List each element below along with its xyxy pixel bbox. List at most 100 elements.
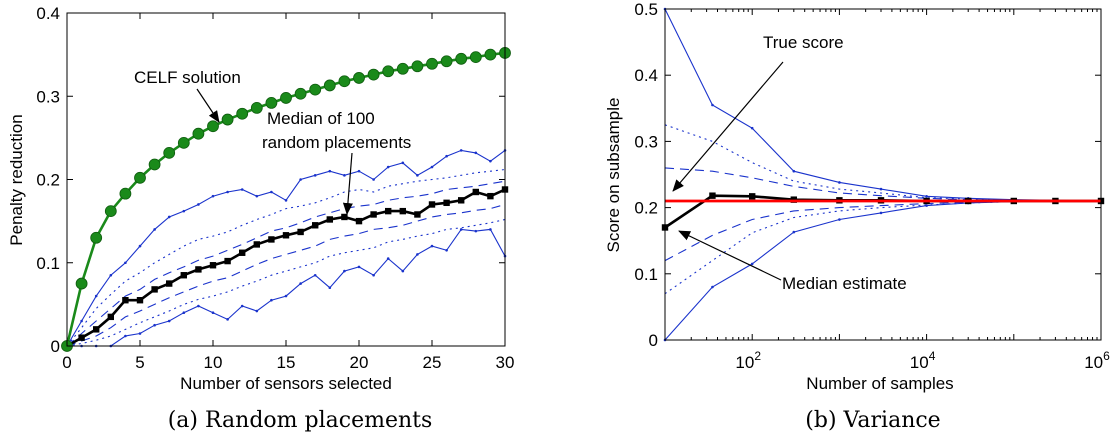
chart-a-series-7-point-12 xyxy=(240,304,244,308)
chart-a-series-1-point-16 xyxy=(297,228,304,236)
chart-a-series-2-point-1 xyxy=(80,319,83,323)
chart-a-series-2-point-5 xyxy=(138,244,142,248)
chart-a-series-1-point-3 xyxy=(107,313,114,321)
chart-b-xtick-label: 102 xyxy=(735,349,761,372)
chart-a-series-1-point-20 xyxy=(355,217,363,225)
chart-b-xtick-exponent: 2 xyxy=(754,349,761,363)
annotation-median-arrow xyxy=(342,152,353,215)
chart-a-series-5 xyxy=(66,203,506,347)
chart-a-series-1-point-24 xyxy=(414,211,421,218)
chart-b-series-3 xyxy=(664,124,1101,202)
chart-a-series-7-point-5 xyxy=(138,332,142,335)
chart-b-caption: (b) Variance xyxy=(805,408,940,433)
chart-b-xtick-base: 10 xyxy=(1084,353,1103,372)
chart-b-series-2 xyxy=(664,8,1102,202)
chart-a-series-1-point-12 xyxy=(239,249,246,256)
chart-b-xtick-base: 10 xyxy=(910,353,929,372)
chart-a-series-2-point-27 xyxy=(459,149,463,152)
chart-a-series-2-point-20 xyxy=(357,169,361,173)
chart-a-series-2-point-22 xyxy=(386,165,390,169)
chart-a-series-0-point-3 xyxy=(104,205,117,218)
chart-a-series-2-point-7 xyxy=(167,215,171,219)
chart-a-series-7-point-14 xyxy=(270,298,273,302)
chart-a-series-2-point-24 xyxy=(416,174,419,177)
chart-a-series-0-point-13 xyxy=(250,102,263,114)
chart-a-series-1-point-22 xyxy=(385,207,392,215)
chart-b-xtick-label: 104 xyxy=(910,349,936,372)
chart-a-series-7-point-22 xyxy=(386,257,390,260)
chart-a-series-2-point-4 xyxy=(124,261,127,265)
chart-a-series-7-point-17 xyxy=(313,273,317,277)
chart-a-series-7-point-20 xyxy=(357,265,361,269)
chart-b-series-7-point-1 xyxy=(711,285,714,289)
chart-b-series-7-point-5 xyxy=(879,211,883,215)
chart-a-series-1-point-14 xyxy=(268,236,275,243)
chart-a-series-0-point-19 xyxy=(338,75,351,88)
chart-a-series-7-point-29 xyxy=(489,228,492,231)
chart-a-series-0-point-2 xyxy=(90,231,103,244)
chart-a-series-2-point-16 xyxy=(299,178,302,181)
chart-a-series-2-point-11 xyxy=(226,190,229,194)
chart-b-xtick-label: 106 xyxy=(1084,349,1110,372)
chart-a-series-2-point-23 xyxy=(401,161,405,165)
chart-a-series-0-point-1 xyxy=(75,277,88,290)
chart-b-xtick-exponent: 4 xyxy=(929,349,936,363)
chart-b-ytick-label: 0.1 xyxy=(634,265,658,284)
chart-b-series-7-point-4 xyxy=(838,218,841,221)
chart-a-xtick-label: 30 xyxy=(496,353,515,372)
chart-a-ylabel: Penalty reduction xyxy=(7,114,26,245)
chart-a-series-7-point-25 xyxy=(430,244,434,248)
chart-a-series-7-point-19 xyxy=(343,269,346,273)
chart-a-xtick-label: 25 xyxy=(423,353,442,372)
chart-a-series-2-point-2 xyxy=(94,294,98,298)
chart-a-series-0-point-7 xyxy=(163,146,176,159)
chart-a-series-0-point-22 xyxy=(382,65,395,78)
chart-a-series-7-point-13 xyxy=(255,309,259,313)
chart-a-series-2-point-8 xyxy=(182,209,186,213)
chart-a-series-0-point-18 xyxy=(323,79,336,92)
chart-a-series-1-point-6 xyxy=(151,286,158,293)
chart-a-series-1-point-9 xyxy=(195,266,202,273)
chart-b-series-2-point-4 xyxy=(838,181,841,184)
chart-a-xtick-label: 10 xyxy=(204,353,223,372)
chart-a-series-1-point-28 xyxy=(472,188,479,196)
chart-a-series-7-point-8 xyxy=(182,311,186,315)
chart-b-series-1-point-1 xyxy=(709,192,716,199)
chart-a-series-0-point-5 xyxy=(134,171,146,184)
annotation-true-score-arrow xyxy=(672,61,784,192)
chart-a-series-0-point-29 xyxy=(484,48,497,61)
chart-a-series-7-point-10 xyxy=(211,311,215,315)
chart-a-series-2-point-28 xyxy=(474,151,478,155)
chart-a-series-7-point-28 xyxy=(474,229,478,233)
chart-a-series-7 xyxy=(67,228,506,347)
chart-a-series-2-point-9 xyxy=(197,203,200,206)
chart-a-series-2-point-26 xyxy=(445,154,448,158)
chart-a-series-0-point-8 xyxy=(177,136,190,149)
chart-a-ytick-label: 0 xyxy=(51,337,60,356)
chart-a-series-0-point-16 xyxy=(294,87,307,100)
chart-a-ytick-label: 0.4 xyxy=(36,4,60,23)
chart-b-series-7 xyxy=(664,200,1101,341)
annotation-celf-arrow xyxy=(196,88,220,123)
chart-a-series-7-point-15 xyxy=(284,294,288,298)
chart-b-xtick-base: 10 xyxy=(735,353,754,372)
chart-a-series-0-point-25 xyxy=(426,57,438,70)
chart-a-series-0-point-11 xyxy=(221,113,234,126)
chart-a-series-1-point-26 xyxy=(443,199,450,207)
chart-a-series-1-point-19 xyxy=(341,213,348,221)
chart-a-series-2-point-13 xyxy=(255,194,259,198)
chart-a-series-0-point-26 xyxy=(440,55,453,68)
chart-a-series-7-point-16 xyxy=(299,282,302,285)
chart-a-series-0-point-23 xyxy=(396,62,409,75)
chart-a-xtick-label: 5 xyxy=(135,353,144,372)
chart-a-series-1 xyxy=(66,188,506,348)
annotation-median-estimate-arrow xyxy=(678,230,782,281)
chart-a-series-7-point-6 xyxy=(153,323,156,327)
chart-b-ylabel: Score on subsample xyxy=(604,98,623,253)
chart-a-series-0-point-9 xyxy=(192,127,205,140)
chart-b-ytick-label: 0 xyxy=(649,331,658,350)
chart-a-series-1-point-10 xyxy=(209,262,217,269)
